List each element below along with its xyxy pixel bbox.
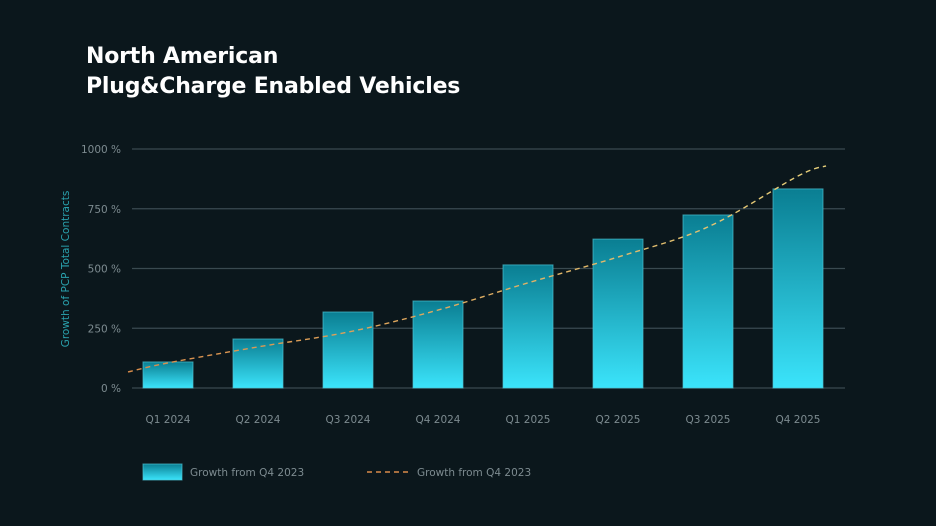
bar	[322, 311, 374, 389]
y-axis-ticks: 0 % 250 % 500 % 750 % 1000 %	[81, 144, 121, 395]
y-tick-label: 750 %	[88, 204, 121, 216]
chart-title-line-2: Plug&Charge Enabled Vehicles	[86, 74, 461, 99]
x-tick-label: Q1 2025	[505, 414, 550, 426]
x-tick-label: Q2 2025	[595, 414, 640, 426]
bar	[232, 338, 284, 389]
x-tick-label: Q4 2025	[775, 414, 820, 426]
x-tick-label: Q3 2024	[325, 414, 370, 426]
bars	[142, 188, 824, 389]
x-axis-ticks: Q1 2024 Q2 2024 Q3 2024 Q4 2024 Q1 2025 Q2 20…	[145, 414, 820, 426]
bar	[592, 238, 644, 389]
x-tick-label: Q2 2024	[235, 414, 280, 426]
bar	[412, 300, 464, 389]
y-tick-label: 250 %	[88, 323, 121, 335]
y-axis-label: Growth of PCP Total Contracts	[60, 191, 72, 348]
x-tick-label: Q3 2025	[685, 414, 730, 426]
y-tick-label: 500 %	[88, 264, 121, 276]
x-tick-label: Q4 2024	[415, 414, 460, 426]
y-tick-label: 0 %	[101, 383, 121, 395]
legend-bar-swatch	[142, 463, 183, 481]
bar	[502, 264, 554, 389]
legend-line-label: Growth from Q4 2023	[417, 467, 531, 479]
chart-title: North American Plug&Charge Enabled Vehic…	[86, 42, 460, 102]
legend-bar-label: Growth from Q4 2023	[190, 467, 304, 479]
bar	[772, 188, 824, 389]
chart-title-line-1: North American	[86, 44, 279, 69]
bar	[142, 361, 194, 389]
x-tick-label: Q1 2024	[145, 414, 190, 426]
bar	[682, 214, 734, 389]
y-tick-label: 1000 %	[81, 144, 121, 156]
legend: Growth from Q4 2023 Growth from Q4 2023	[142, 463, 531, 481]
